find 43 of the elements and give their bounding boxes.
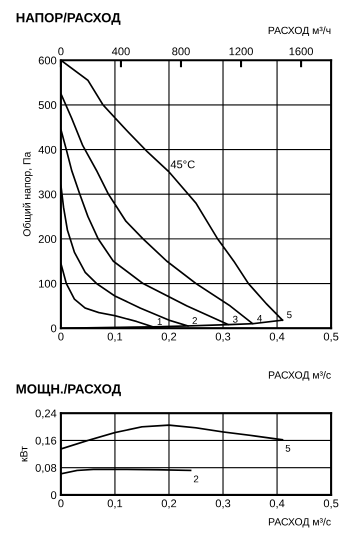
x2-tick-label: 1600 <box>290 47 314 56</box>
x-tick-label: 0,3 <box>216 332 230 342</box>
x-axis-title: РАСХОД м³/с <box>268 371 331 381</box>
x-tick-label: 0,5 <box>324 499 338 509</box>
y-axis-title: Общий напор, Па <box>22 152 33 236</box>
x-tick-label: 0,2 <box>162 332 176 342</box>
annotation: 45°C <box>170 160 195 168</box>
y-tick-label: 0,08 <box>36 464 56 474</box>
series-label: 2 <box>194 476 198 482</box>
y-tick-label: 500 <box>38 101 56 110</box>
x-tick-label: 0,4 <box>270 499 284 509</box>
y-tick-label: 100 <box>39 280 56 288</box>
series-label: 1 <box>158 318 162 325</box>
chart-title: НАПОР/РАСХОД <box>16 12 120 25</box>
x-tick-label: 0 <box>58 499 64 508</box>
y-tick-label: 400 <box>38 146 56 154</box>
x2-tick-label: 0 <box>58 47 64 56</box>
x-tick-label: 0,5 <box>324 332 338 342</box>
series-label: 4 <box>257 315 262 322</box>
x2-axis-title: РАСХОД м³/ч <box>268 26 330 36</box>
y-tick-label: 0 <box>50 324 56 332</box>
x-tick-label: 0,1 <box>108 499 122 509</box>
series-label: 2 <box>192 317 197 324</box>
y-tick-label: 0,24 <box>36 409 56 419</box>
y-tick-label: 300 <box>38 190 56 198</box>
series-label: 3 <box>232 316 238 323</box>
x2-tick-label: 800 <box>172 47 190 56</box>
y-tick-label: 0 <box>50 491 56 500</box>
x-axis-title: РАСХОД м³/с <box>268 518 331 528</box>
x-tick-label: 0,3 <box>216 499 230 509</box>
x2-tick-label: 1200 <box>230 47 253 56</box>
x-tick-label: 0,2 <box>162 499 176 509</box>
y-tick-label: 0,16 <box>36 436 56 446</box>
series-label: 5 <box>287 311 292 318</box>
x-tick-label: 0,1 <box>108 332 122 342</box>
x-tick-label: 0,4 <box>270 332 284 342</box>
y-tick-label: 200 <box>38 235 56 244</box>
x-tick-label: 0 <box>58 332 64 341</box>
x2-tick-label: 400 <box>112 47 130 56</box>
y-tick-label: 600 <box>38 56 56 64</box>
series-label: 5 <box>286 444 290 452</box>
y-axis-title: кВт <box>20 446 28 462</box>
chart-title: МОЩН./РАСХОД <box>16 384 121 396</box>
